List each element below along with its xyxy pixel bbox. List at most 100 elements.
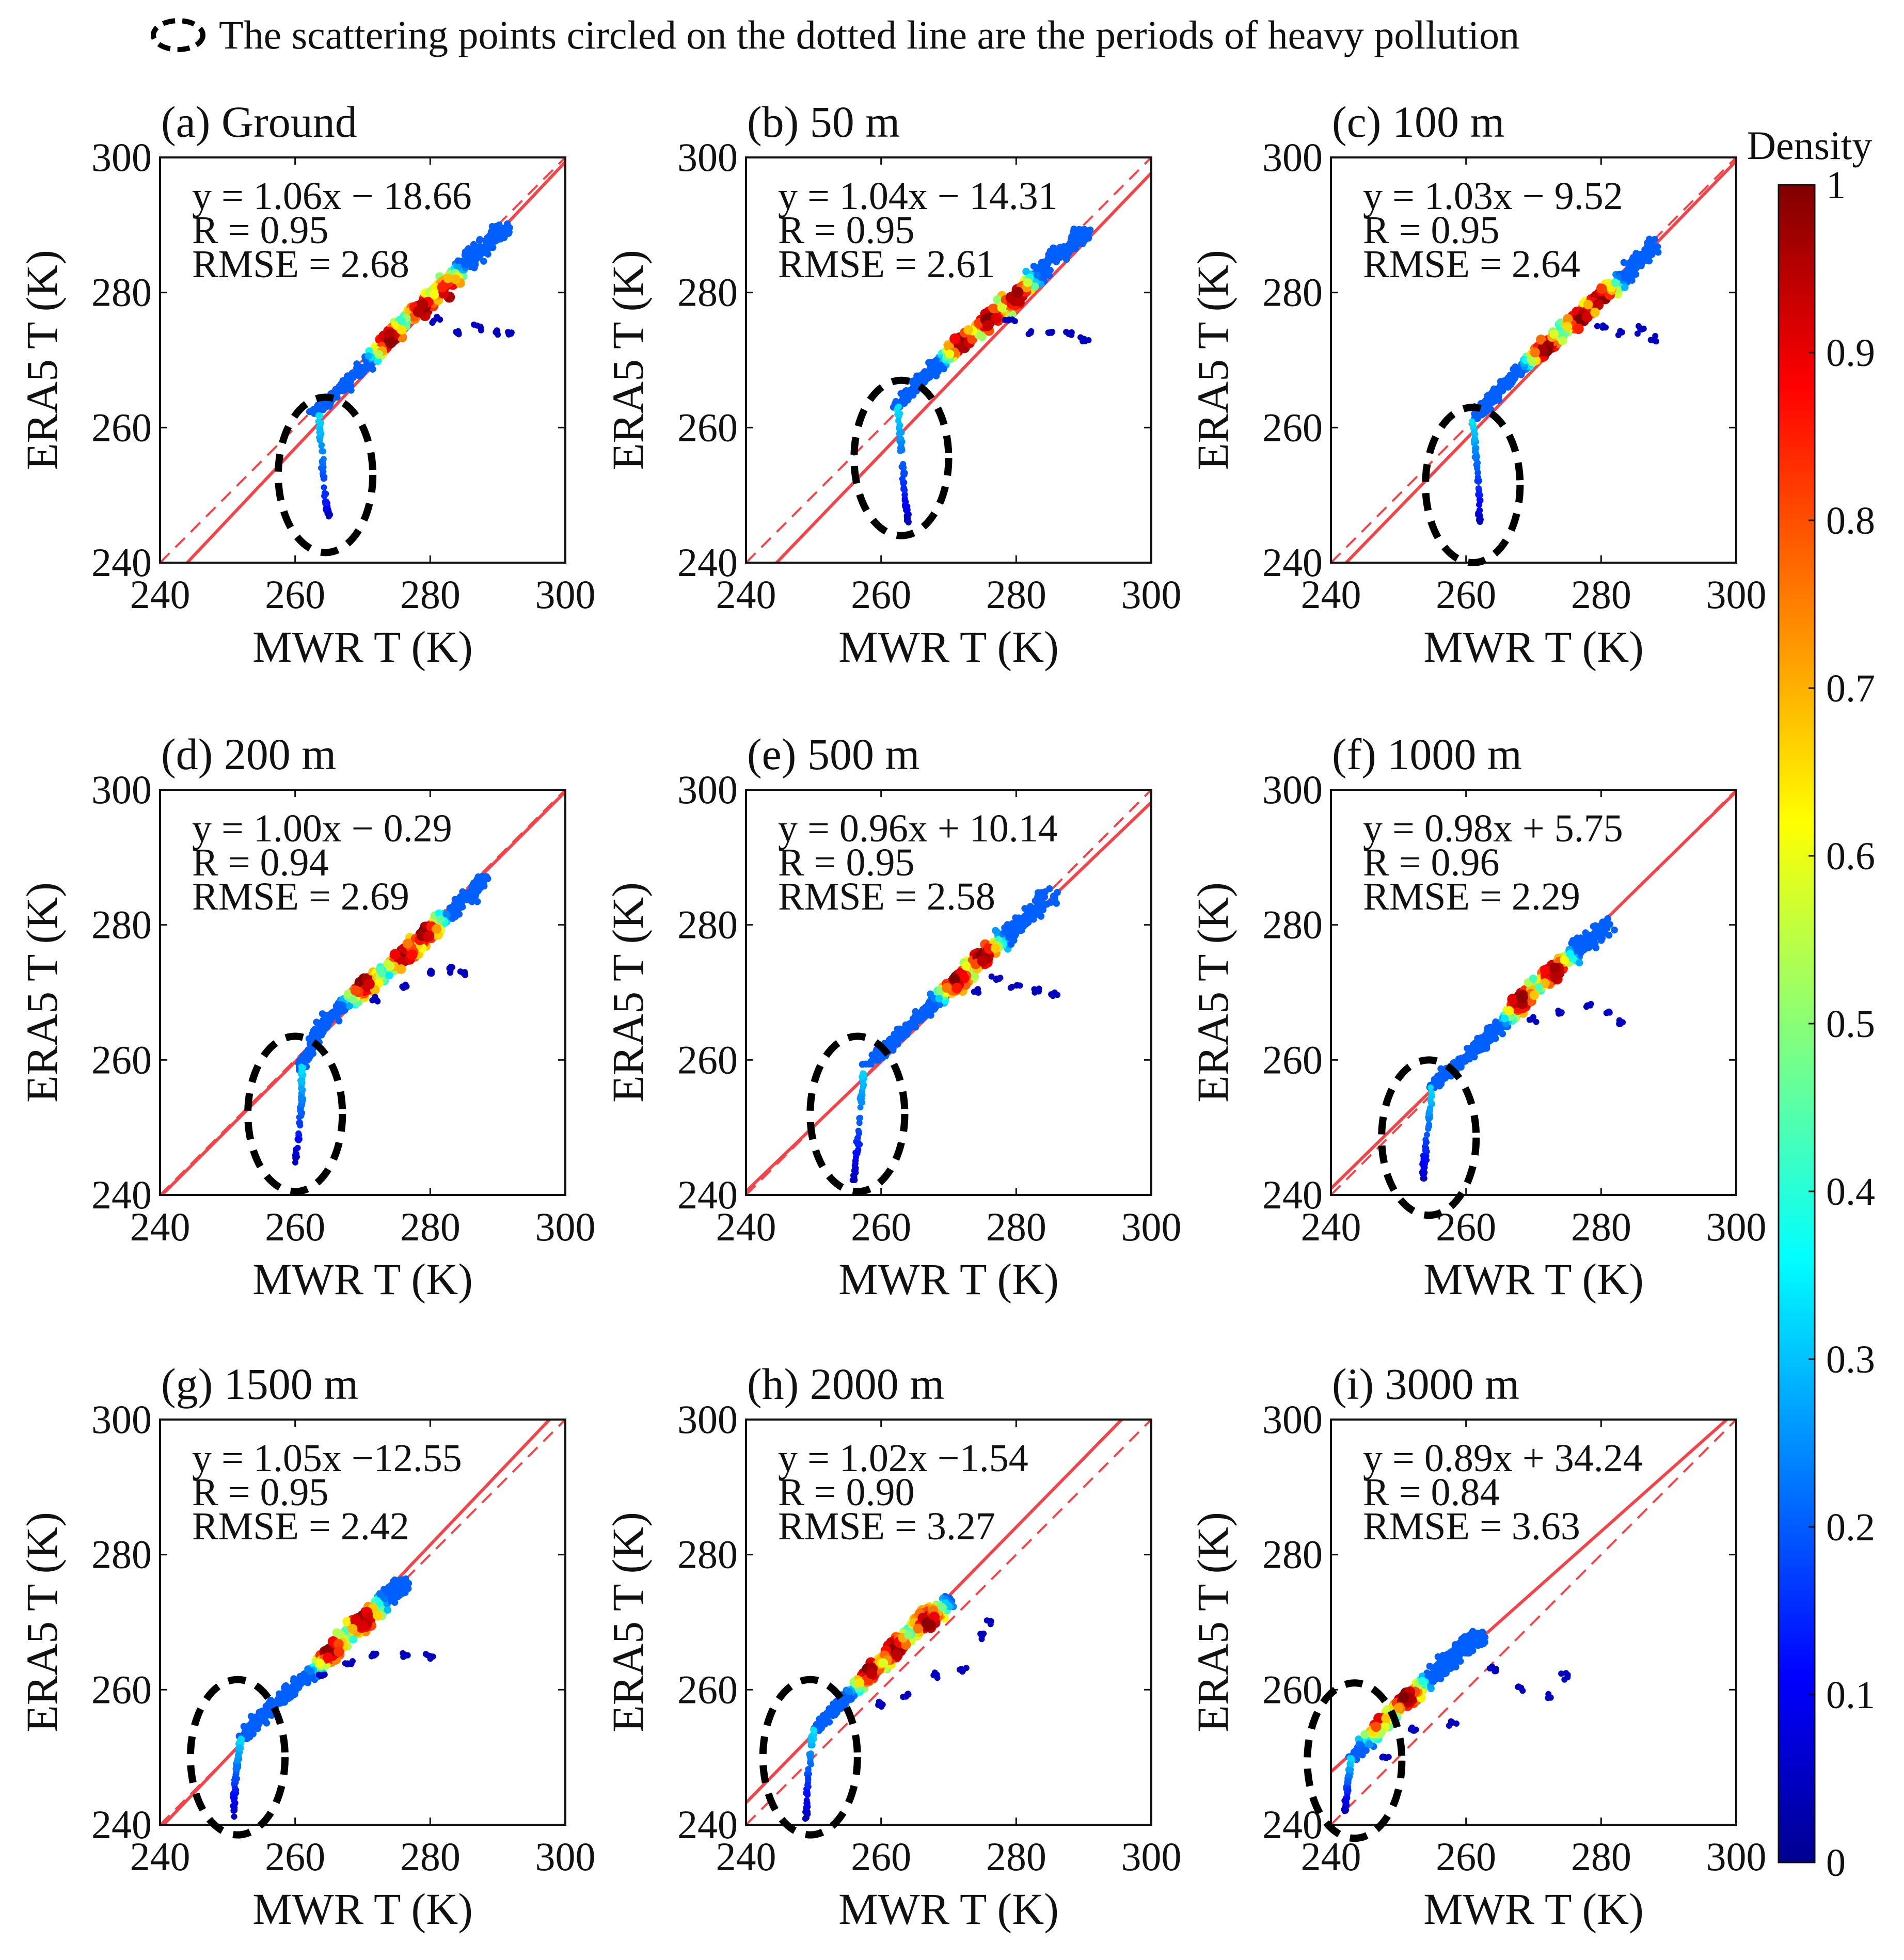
data-point (945, 349, 955, 359)
pollution-ellipse (1378, 1056, 1480, 1219)
data-point (443, 273, 453, 283)
data-point (922, 377, 929, 385)
data-point (1474, 459, 1481, 466)
data-point (1581, 311, 1593, 323)
data-point (1472, 431, 1479, 438)
data-point (900, 485, 907, 491)
data-point (1635, 257, 1643, 264)
data-point (287, 1694, 294, 1701)
data-point (388, 1583, 395, 1590)
data-point (381, 1595, 389, 1603)
data-point (1654, 243, 1661, 250)
data-point (854, 1141, 861, 1148)
panel-title: (d) 200 m (161, 729, 336, 779)
x-tick-label: 280 (400, 572, 461, 617)
data-point (317, 428, 324, 435)
data-point (1627, 266, 1635, 274)
data-point (1560, 955, 1569, 965)
data-point (290, 1686, 297, 1693)
data-point (385, 971, 393, 980)
data-point (390, 1592, 397, 1599)
data-point (1625, 273, 1632, 281)
data-point (470, 253, 478, 261)
x-tick-label: 280 (400, 1204, 461, 1249)
y-tick-label: 280 (677, 902, 738, 947)
scatter-points (292, 873, 491, 1166)
data-point (396, 964, 406, 974)
data-point (1540, 965, 1551, 976)
scatter-points (890, 225, 1094, 525)
data-point (1476, 507, 1483, 514)
data-point (347, 1624, 358, 1634)
data-point (1516, 992, 1528, 1003)
data-point (412, 306, 424, 317)
x-tick-label: 240 (130, 1204, 191, 1249)
axes-box (1330, 156, 1737, 564)
x-tick-label: 300 (1706, 572, 1767, 617)
x-tick-label: 280 (986, 1204, 1046, 1249)
data-point (323, 505, 329, 512)
data-point (348, 369, 356, 377)
data-point (1468, 418, 1475, 425)
x-axis-label: MWR T (K) (838, 622, 1059, 672)
data-point (402, 938, 413, 949)
data-point (1588, 1001, 1594, 1007)
x-tick-label: 300 (1121, 572, 1182, 617)
data-point (322, 1652, 334, 1663)
data-point (1048, 329, 1054, 336)
data-point (368, 362, 375, 369)
data-point (325, 510, 332, 517)
data-point (982, 320, 994, 331)
data-point (236, 1739, 243, 1745)
data-point (374, 357, 382, 365)
data-point (894, 411, 901, 418)
data-point (1528, 1016, 1535, 1023)
data-point (458, 898, 466, 905)
data-point (851, 1177, 858, 1183)
data-point (1558, 1010, 1564, 1016)
data-point (436, 915, 445, 924)
data-point (886, 1035, 894, 1043)
y-tick-label: 260 (677, 405, 738, 450)
data-point (1005, 934, 1012, 941)
y-tick-label: 280 (1262, 902, 1323, 947)
data-point (991, 312, 1002, 324)
x-tick-label: 300 (535, 572, 596, 617)
data-point (1498, 386, 1506, 393)
data-point (376, 1590, 384, 1598)
data-point (1579, 945, 1586, 952)
y-tick-label: 300 (677, 767, 738, 812)
data-point (1022, 267, 1030, 276)
data-point (1052, 245, 1059, 252)
data-point (1592, 944, 1600, 951)
data-point (1070, 225, 1077, 233)
data-point (495, 331, 501, 338)
panel-title: (c) 100 m (1332, 97, 1504, 147)
y-tick-label: 260 (677, 1037, 738, 1082)
data-point (1474, 470, 1481, 476)
data-point (858, 1098, 864, 1105)
data-point (924, 1002, 932, 1009)
data-point (951, 982, 962, 994)
data-point (1471, 1048, 1479, 1056)
y-tick-label: 260 (1262, 405, 1323, 450)
data-point (1550, 971, 1561, 983)
data-point (894, 1026, 901, 1033)
data-point (935, 995, 943, 1002)
axes-box (745, 156, 1152, 564)
data-point (855, 1127, 862, 1134)
data-point (458, 257, 466, 265)
data-point (1474, 413, 1482, 421)
data-point (1533, 1018, 1540, 1025)
y-axis-label: ERA5 T (K) (17, 250, 67, 470)
data-point (1573, 323, 1584, 334)
data-point (305, 1035, 313, 1042)
data-point (1027, 903, 1034, 910)
data-point (1009, 983, 1016, 990)
data-point (1594, 927, 1602, 934)
data-point (322, 500, 329, 507)
x-tick-label: 240 (1301, 572, 1361, 617)
data-point (1603, 925, 1611, 932)
